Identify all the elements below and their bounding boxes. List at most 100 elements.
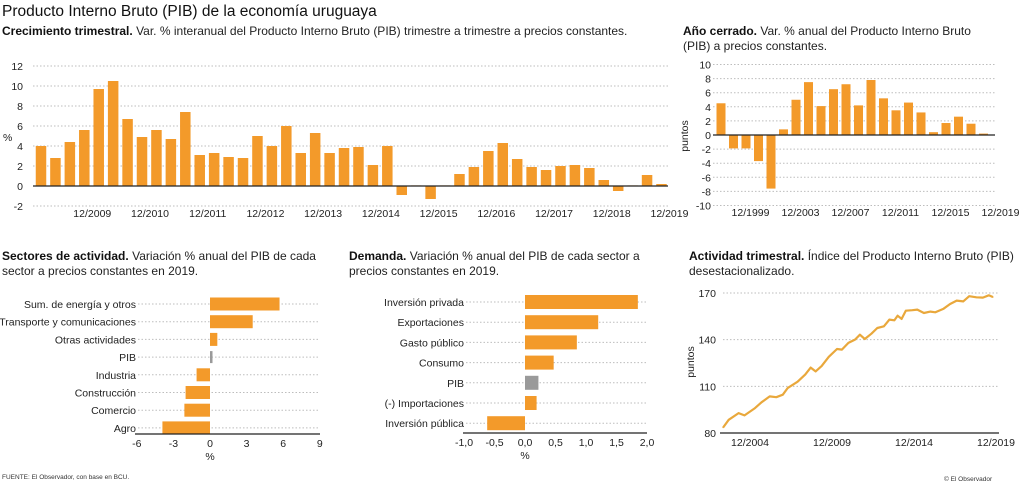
copyright-note: © El Observador: [944, 476, 993, 483]
activity-data-point: [809, 366, 812, 369]
page-title: Producto Interno Bruto (PIB) de la econo…: [2, 3, 377, 20]
sectors-category-label: Comercio: [91, 405, 136, 417]
annual-y-tick-label: 0: [705, 130, 711, 142]
sectors-x-tick-label: 6: [280, 438, 286, 450]
quarterly-bar: [612, 186, 624, 191]
quarterly-bar: [641, 175, 653, 186]
demand-bar: [525, 396, 537, 410]
quarterly-x-tick-label: 12/2019: [651, 208, 689, 220]
annual-bar: [904, 102, 913, 135]
quarterly-heading-text: Var. % interanual del Producto Interno B…: [136, 24, 628, 38]
sectors-category-label: Industria: [96, 370, 136, 382]
sectors-bar: [162, 421, 210, 435]
quarterly-bar: [295, 153, 306, 186]
annual-x-tick-label: 12/2015: [932, 207, 970, 219]
quarterly-bar: [353, 147, 364, 186]
demand-category-label: Exportaciones: [397, 317, 464, 329]
annual-y-tick-label: -2: [702, 144, 711, 156]
annual-y-axis-label: puntos: [679, 120, 691, 152]
quarterly-y-tick-label: 6: [17, 121, 23, 133]
annual-y-tick-label: -6: [702, 172, 711, 184]
annual-bar: [891, 110, 901, 135]
quarterly-bar: [324, 153, 335, 186]
quarterly-bar: [151, 130, 162, 186]
quarterly-bar: [382, 146, 393, 186]
annual-y-tick-label: 6: [705, 88, 711, 100]
sectors-x-axis-label: %: [205, 451, 214, 463]
demand-category-label: Gasto público: [400, 337, 464, 349]
activity-data-point: [737, 412, 740, 414]
demand-x-tick-label: 1,5: [609, 437, 624, 449]
activity-heading-text: Índice del Producto Interno Bruto (PIB) …: [689, 249, 1014, 278]
quarterly-bar: [180, 112, 191, 186]
activity-data-point: [988, 294, 990, 297]
sectors-bar: [210, 297, 280, 311]
quarterly-bar: [309, 133, 321, 186]
activity-heading-bold: Actividad trimestral.: [689, 249, 805, 263]
annual-bar: [854, 105, 863, 135]
annual-y-tick-label: 2: [705, 116, 711, 128]
annual-chart-heading: Año cerrado. Var. % anual del Producto I…: [683, 24, 983, 54]
annual-bar: [879, 98, 888, 135]
demand-x-tick-label: 0,0: [518, 437, 533, 449]
sectors-bar: [185, 386, 210, 399]
activity-data-point: [870, 332, 873, 335]
annual-bar: [766, 135, 776, 189]
demand-category-label: Consumo: [419, 358, 464, 370]
activity-data-point: [722, 426, 724, 429]
demand-bar: [525, 335, 577, 350]
sectors-x-tick-label: -3: [169, 438, 178, 450]
quarterly-bar: [367, 165, 379, 186]
quarterly-x-tick-label: 12/2013: [304, 208, 342, 220]
quarterly-bar: [64, 142, 76, 186]
quarterly-bar: [35, 146, 47, 186]
activity-data-point: [827, 355, 830, 358]
activity-data-point: [905, 309, 907, 312]
annual-bar: [754, 135, 763, 162]
demand-x-tick-label: -1,0: [455, 437, 473, 449]
activity-data-point: [916, 308, 919, 311]
quarterly-y-tick-label: 10: [11, 81, 23, 93]
sectors-x-tick-label: 0: [207, 438, 213, 450]
activity-x-tick-label: 12/2014: [895, 437, 933, 449]
activity-data-point: [911, 309, 914, 312]
activity-data-point: [923, 312, 925, 314]
quarterly-y-tick-label: 0: [17, 181, 23, 193]
activity-data-point: [942, 307, 945, 310]
activity-data-point: [727, 418, 730, 421]
quarterly-x-tick-label: 12/2009: [73, 208, 111, 220]
quarterly-x-tick-label: 12/2014: [362, 208, 400, 220]
activity-data-point: [804, 373, 806, 376]
quarterly-y-tick-label: 12: [11, 61, 23, 73]
activity-y-tick-label: 110: [699, 381, 716, 393]
quarterly-bar: [122, 119, 133, 186]
quarterly-bar: [569, 165, 581, 186]
activity-data-point: [754, 407, 756, 409]
sectors-bar: [184, 403, 210, 417]
sectors-bar: [210, 351, 213, 364]
activity-data-point: [888, 318, 891, 321]
annual-bar: [954, 116, 963, 135]
quarterly-chart-heading: Crecimiento trimestral. Var. % interanua…: [2, 24, 662, 39]
activity-data-point: [893, 319, 896, 322]
quarterly-bar: [223, 157, 234, 186]
annual-x-tick-label: 12/2007: [832, 207, 870, 219]
quarterly-bar: [584, 168, 595, 186]
annual-bar: [741, 135, 751, 149]
sectors-category-label: Construcción: [75, 388, 136, 400]
quarterly-y-tick-label: -2: [14, 201, 23, 213]
quarterly-bar: [107, 81, 119, 186]
demand-heading-bold: Demanda.: [349, 249, 407, 263]
demand-bar: [487, 416, 525, 431]
demand-bar: [525, 355, 554, 370]
quarterly-bar: [555, 166, 566, 186]
activity-data-point: [820, 365, 823, 367]
quarterly-x-tick-label: 12/2017: [535, 208, 573, 220]
sectors-category-label: Sum. de energía y otros: [24, 299, 136, 311]
activity-data-point: [929, 310, 932, 313]
quarterly-bar: [656, 184, 667, 186]
sectors-bar: [210, 332, 218, 346]
activity-data-point: [796, 380, 799, 383]
annual-y-tick-label: -10: [696, 201, 711, 213]
quarterly-bar: [165, 139, 177, 186]
